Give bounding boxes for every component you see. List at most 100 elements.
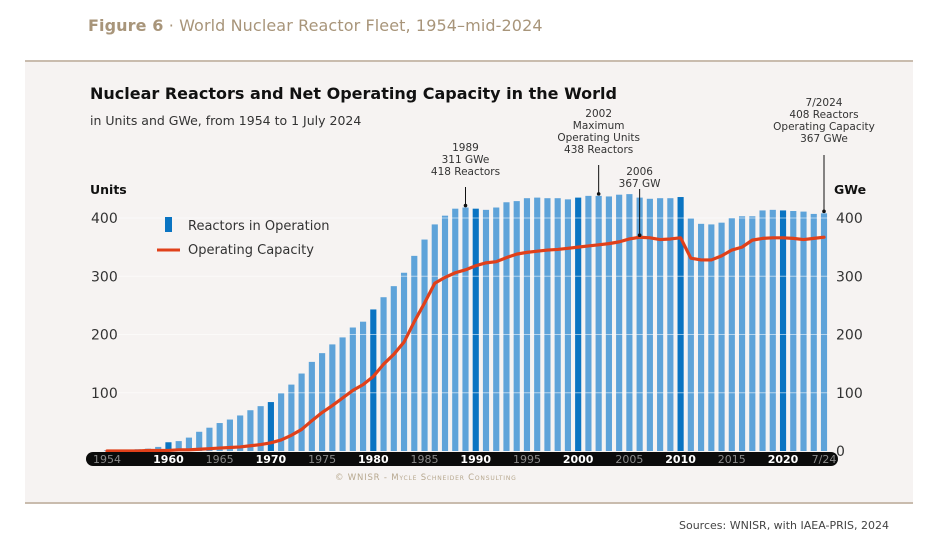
annotation-2006-line-0: 2006 xyxy=(626,166,653,178)
bar-1974 xyxy=(308,361,315,451)
bar-1987 xyxy=(441,215,449,451)
x-tick-label-1980: 1980 xyxy=(358,453,389,466)
x-tick-label-7-24: 7/24 xyxy=(812,453,837,466)
bar-1981 xyxy=(380,297,387,451)
annotation-2002-dot xyxy=(596,192,601,196)
bar-1977 xyxy=(339,337,346,451)
sources-note: Sources: WNISR, with IAEA-PRIS, 2024 xyxy=(679,519,889,532)
bar-1986 xyxy=(431,224,438,451)
bar-2012 xyxy=(698,223,705,451)
bar-2018 xyxy=(759,210,766,451)
bar-2014 xyxy=(718,222,725,451)
bar-2003 xyxy=(605,196,612,451)
annotation-2024-line-3: 367 GWe xyxy=(800,133,848,145)
bar-1980 xyxy=(370,309,377,451)
x-tick-label-1975: 1975 xyxy=(308,453,336,466)
bar-1993 xyxy=(503,202,510,451)
bar-1994 xyxy=(513,201,520,451)
bar-1989 xyxy=(462,207,469,451)
annotation-1989-line-1: 311 GWe xyxy=(442,154,490,166)
x-tick-label-2000: 2000 xyxy=(563,453,594,466)
legend-line-label: Operating Capacity xyxy=(188,243,314,258)
bar-1982 xyxy=(390,286,397,451)
bar-2023 xyxy=(810,213,817,451)
annotation-2002-line-0: 2002 xyxy=(585,108,612,120)
bar-2009 xyxy=(667,198,674,451)
y-tick-right-300: 300 xyxy=(836,269,863,285)
bar-2002 xyxy=(595,195,602,451)
bar-1985 xyxy=(421,239,428,451)
y-tick-left-300: 300 xyxy=(91,269,118,285)
bar-1967 xyxy=(237,415,244,451)
y-tick-left-400: 400 xyxy=(91,211,118,227)
bar-2005 xyxy=(626,194,633,451)
figure-title-text: World Nuclear Reactor Fleet, 1954–mid-20… xyxy=(179,16,543,35)
bar-2004 xyxy=(616,194,623,451)
bar-1999 xyxy=(564,199,572,451)
bar-1998 xyxy=(554,198,561,451)
bar-1965 xyxy=(216,423,223,451)
bar-2016 xyxy=(738,216,746,451)
y-tick-left-100: 100 xyxy=(91,386,118,402)
y-tick-left-200: 200 xyxy=(91,328,118,344)
annotation-2002-line-3: 438 Reactors xyxy=(564,144,633,156)
bar-1972 xyxy=(288,384,295,451)
annotation-1989-dot xyxy=(463,203,468,208)
bar-1983 xyxy=(400,272,408,451)
y-tick-right-200: 200 xyxy=(836,328,863,344)
bar-2007 xyxy=(646,198,653,451)
x-tick-label-1960: 1960 xyxy=(153,453,184,466)
chart-credit: © WNISR - Mycle Schneider Consulting xyxy=(335,473,517,483)
bar-2020 xyxy=(779,210,787,451)
figure-label: Figure 6 xyxy=(88,16,164,35)
bar-1966 xyxy=(226,419,233,451)
annotation-2006-line-1: 367 GW xyxy=(619,178,662,190)
annotation-2024-dot xyxy=(822,209,826,214)
annotation-2002-line-2: Operating Units xyxy=(557,132,640,144)
bar-1995 xyxy=(523,198,531,451)
y-tick-right-400: 400 xyxy=(836,211,863,227)
legend-bar-label: Reactors in Operation xyxy=(188,219,330,234)
x-tick-label-2020: 2020 xyxy=(768,453,799,466)
bar-1969 xyxy=(257,406,264,451)
bar-1973 xyxy=(298,373,305,451)
bar-1968 xyxy=(247,410,254,451)
annotation-2002-line-1: Maximum xyxy=(573,120,625,132)
capacity-line xyxy=(105,235,826,453)
x-axis-band xyxy=(86,452,838,466)
bar-2022 xyxy=(800,211,807,451)
bar-1962 xyxy=(185,437,193,451)
annotation-1989-line-2: 418 Reactors xyxy=(431,166,500,178)
bar-2010 xyxy=(677,197,684,451)
annotation-2006-dot xyxy=(637,233,642,238)
bar-1991 xyxy=(482,209,490,451)
bar-1990 xyxy=(472,208,479,451)
annotation-2024-line-1: 408 Reactors xyxy=(789,109,858,121)
bar-1975 xyxy=(319,353,326,451)
x-tick-label-1990: 1990 xyxy=(460,453,491,466)
bar-2024 xyxy=(820,213,828,451)
chart-subtitle: in Units and GWe, from 1954 to 1 July 20… xyxy=(90,113,362,128)
y-tick-right-0: 0 xyxy=(836,444,845,460)
bar-2006 xyxy=(636,197,643,451)
bar-1960 xyxy=(165,442,172,451)
y-axis-right-label: GWe xyxy=(834,182,866,197)
figure-separator: · xyxy=(163,16,180,35)
x-tick-label-2005: 2005 xyxy=(615,453,643,466)
annotation-2024-line-2: Operating Capacity xyxy=(773,121,875,133)
bar-1996 xyxy=(534,197,541,451)
x-tick-label-1995: 1995 xyxy=(513,453,541,466)
bar-2013 xyxy=(708,224,715,451)
x-tick-label-1985: 1985 xyxy=(411,453,439,466)
legend-bar-swatch xyxy=(165,217,172,232)
x-tick-label-2010: 2010 xyxy=(665,453,696,466)
bar-1963 xyxy=(196,431,203,451)
bar-1961 xyxy=(175,441,182,451)
bar-1976 xyxy=(329,344,336,451)
y-tick-right-100: 100 xyxy=(836,386,863,402)
annotation-2024-line-0: 7/2024 xyxy=(806,97,843,109)
bar-2021 xyxy=(790,211,797,451)
bar-2019 xyxy=(769,209,776,451)
chart-title: Nuclear Reactors and Net Operating Capac… xyxy=(90,84,617,103)
